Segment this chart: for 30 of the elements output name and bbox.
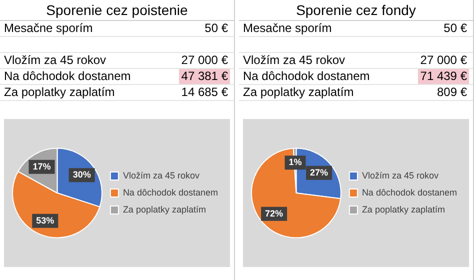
data-label: 30% [72, 170, 91, 180]
text: 27 000 € [419, 53, 468, 68]
text: 50 € [204, 21, 229, 36]
legend-label: Na dôchodok dostanem [122, 187, 218, 198]
text: 47 381 € [179, 69, 230, 84]
chart-title: Sporenie cez poistenie [0, 0, 234, 21]
legend-label: Vložím za 45 rokov [122, 170, 200, 180]
legend-label: Za poplatky zaplatím [362, 204, 445, 214]
data-label: 72% [265, 208, 284, 218]
text: Vložím za 45 rokov [4, 53, 106, 68]
data-label: 1% [288, 157, 302, 168]
data-label: 27% [310, 167, 328, 178]
text: 50 € [442, 21, 468, 36]
data-label: 53% [36, 215, 54, 226]
legend-label: Na dôchodok dostanem [362, 187, 457, 198]
chart-title: Sporenie cez fondy [239, 0, 473, 21]
text: 27 000 € [180, 53, 229, 68]
legend-label: Vložím za 45 rokov [362, 170, 439, 180]
data-label: 17% [32, 161, 51, 172]
text: Vložím za 45 rokov [243, 53, 346, 68]
text: 14 685 € [180, 85, 229, 100]
text: Na dôchodok dostanem [243, 69, 370, 84]
text: Za poplatky zaplatím [4, 85, 115, 100]
legend-label: Za poplatky zaplatím [122, 204, 206, 214]
text: Za poplatky zaplatím [243, 85, 354, 100]
text: Mesačne sporím [243, 21, 332, 36]
text: 71 439 € [418, 69, 469, 84]
text: 809 € [436, 85, 468, 100]
text: Mesačne sporím [4, 21, 93, 36]
text: Na dôchodok dostanem [4, 69, 131, 84]
